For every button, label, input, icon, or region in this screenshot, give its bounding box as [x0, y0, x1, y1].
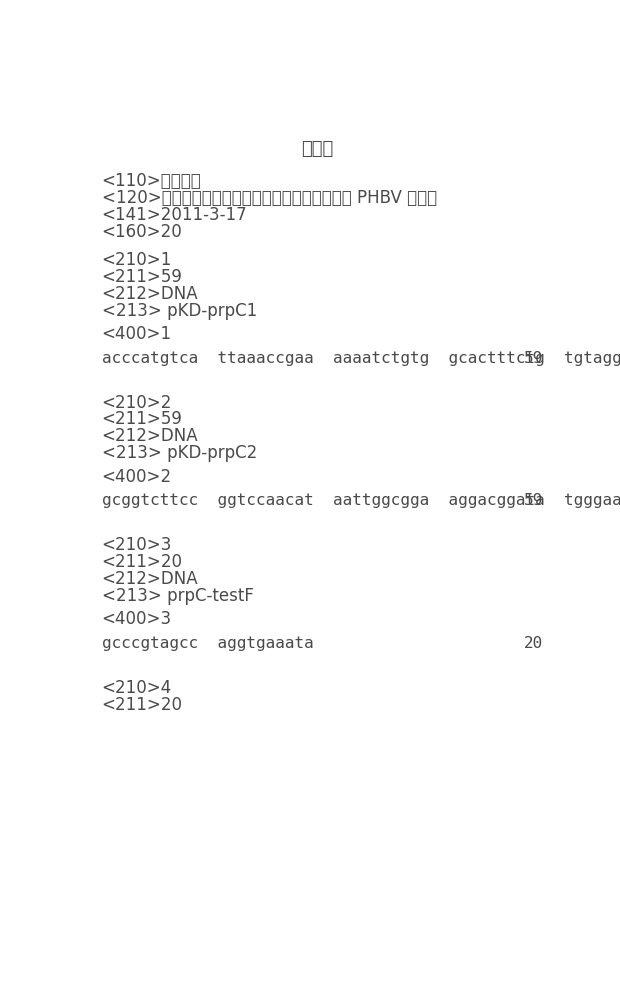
Text: <160>20: <160>20: [102, 223, 182, 241]
Text: <210>3: <210>3: [102, 536, 172, 554]
Text: gcccgtagcc  aggtgaaata: gcccgtagcc aggtgaaata: [102, 636, 313, 651]
Text: 59: 59: [525, 351, 544, 366]
Text: <141>2011-3-17: <141>2011-3-17: [102, 206, 247, 224]
Text: <400>2: <400>2: [102, 468, 172, 486]
Text: <212>DNA: <212>DNA: [102, 570, 198, 588]
Text: <213> prpC-testF: <213> prpC-testF: [102, 587, 254, 605]
Text: 20: 20: [525, 636, 544, 651]
Text: <211>20: <211>20: [102, 553, 182, 571]
Text: 序列表: 序列表: [301, 140, 334, 158]
Text: <212>DNA: <212>DNA: [102, 427, 198, 445]
Text: <211>20: <211>20: [102, 696, 182, 714]
Text: <210>1: <210>1: [102, 251, 172, 269]
Text: <110>山东大学: <110>山东大学: [102, 172, 202, 190]
Text: <210>2: <210>2: [102, 394, 172, 412]
Text: <212>DNA: <212>DNA: [102, 285, 198, 303]
Text: <211>59: <211>59: [102, 410, 182, 428]
Text: <213> pKD-prpC1: <213> pKD-prpC1: [102, 302, 257, 320]
Text: gcggtcttcc  ggtccaacat  aattggcgga  aggacggata  tgggaattag  ccatggtcc: gcggtcttcc ggtccaacat aattggcgga aggacgg…: [102, 493, 620, 508]
Text: <120>一种重组大肠杆菌及应用其以单一碳源生产 PHBV 的方法: <120>一种重组大肠杆菌及应用其以单一碳源生产 PHBV 的方法: [102, 189, 436, 207]
Text: 59: 59: [525, 493, 544, 508]
Text: <213> pKD-prpC2: <213> pKD-prpC2: [102, 444, 257, 462]
Text: <400>1: <400>1: [102, 325, 172, 343]
Text: <400>3: <400>3: [102, 610, 172, 628]
Text: <210>4: <210>4: [102, 679, 172, 697]
Text: <211>59: <211>59: [102, 268, 182, 286]
Text: acccatgtca  ttaaaccgaa  aaaatctgtg  gcactttctg  tgtaggctgg  agctgcttc: acccatgtca ttaaaccgaa aaaatctgtg gcacttt…: [102, 351, 620, 366]
